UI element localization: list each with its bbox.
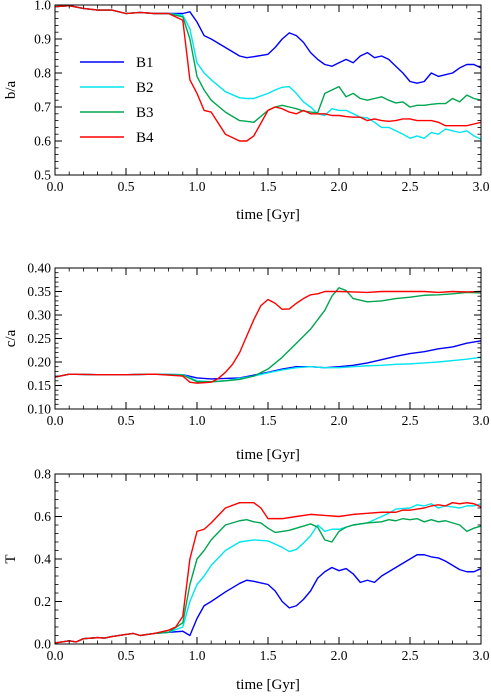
panel2-x-axis-label: time [Gyr] — [236, 447, 300, 463]
panel3-series-b4-line — [54, 501, 482, 644]
legend-label-b2: B2 — [136, 80, 154, 96]
panel3-xtick-label: 1.5 — [260, 648, 277, 663]
panel2-ytick-label: 0.25 — [27, 331, 51, 346]
panel2-ytick-label: 0.10 — [27, 402, 51, 417]
panel2-ytick-label: 0.40 — [27, 261, 51, 276]
panel3-ytick-label: 0.4 — [34, 552, 51, 567]
legend-label-b3: B3 — [136, 105, 154, 121]
panel1-xtick-label: 3.0 — [473, 179, 490, 194]
legend-label-b4: B4 — [136, 130, 154, 146]
panel3-frame — [54, 473, 482, 645]
panel3-xtick-label: 2.5 — [402, 648, 419, 663]
panel1-xtick-label: 2.5 — [402, 179, 419, 194]
panel1-xtick-label: 1.0 — [189, 179, 206, 194]
panel1-ytick-label: 1.0 — [34, 0, 51, 13]
panel3-ytick-label: 0.6 — [34, 509, 51, 524]
panel2-y-axis-label: c/a — [3, 329, 19, 347]
panel2-xtick-label: 3.0 — [473, 413, 490, 428]
panel3-series-b1-line — [54, 554, 482, 644]
panel1-series-b2-line — [54, 4, 482, 140]
panel1-ytick-label: 0.8 — [34, 66, 51, 81]
panel1-ytick-label: 0.5 — [34, 168, 51, 183]
panel3-ytick-label: 0.8 — [34, 467, 51, 482]
panel3-series-b3-line — [54, 517, 482, 644]
panel1-xtick-label: 0.0 — [47, 179, 64, 194]
panel2-ytick-label: 0.35 — [27, 284, 51, 299]
panel2-xtick-label: 1.0 — [189, 413, 206, 428]
panel3-y-axis-label: T — [3, 554, 19, 563]
panel1-series-b3-line — [54, 4, 482, 123]
panel2-xtick-label: 0.0 — [47, 413, 64, 428]
panel3-xtick-label: 1.0 — [189, 648, 206, 663]
panel1-xtick-label: 2.0 — [331, 179, 348, 194]
panel2-xtick-label: 2.5 — [402, 413, 419, 428]
panel1-frame — [54, 4, 482, 176]
panel1-series-b1-line — [54, 4, 482, 84]
panel3-xtick-label: 3.0 — [473, 648, 490, 663]
panel2-ytick-label: 0.15 — [27, 378, 51, 393]
panel2-frame — [54, 267, 482, 410]
panel3-xtick-label: 0.0 — [47, 648, 64, 663]
panel1-ytick-label: 0.9 — [34, 32, 51, 47]
panel2-series-b4-line — [54, 290, 482, 384]
panel2-xtick-label: 0.5 — [118, 413, 135, 428]
panel1-ytick-label: 0.7 — [34, 100, 51, 115]
panel2-xtick-label: 2.0 — [331, 413, 348, 428]
panel1-x-axis-label: time [Gyr] — [236, 207, 300, 223]
panel3-ytick-label: 0.0 — [34, 637, 51, 652]
panel3-xtick-label: 2.0 — [331, 648, 348, 663]
panel2-ytick-label: 0.20 — [27, 355, 51, 370]
panel2-xtick-label: 1.5 — [260, 413, 277, 428]
panel1-series-b4-line — [54, 4, 482, 142]
panel1-xtick-label: 0.5 — [118, 179, 135, 194]
panel3-xtick-label: 0.5 — [118, 648, 135, 663]
panel1-y-axis-label: b/a — [3, 80, 19, 99]
panel2-series-b3-line — [54, 287, 482, 383]
panel1-ytick-label: 0.6 — [34, 134, 51, 149]
panel3-ytick-label: 0.2 — [34, 594, 51, 609]
panel1-xtick-label: 1.5 — [260, 179, 277, 194]
panel3-x-axis-label: time [Gyr] — [236, 677, 300, 693]
panel3-series-b2-line — [54, 503, 482, 644]
panel2-ytick-label: 0.30 — [27, 308, 51, 323]
legend-label-b1: B1 — [136, 55, 154, 71]
